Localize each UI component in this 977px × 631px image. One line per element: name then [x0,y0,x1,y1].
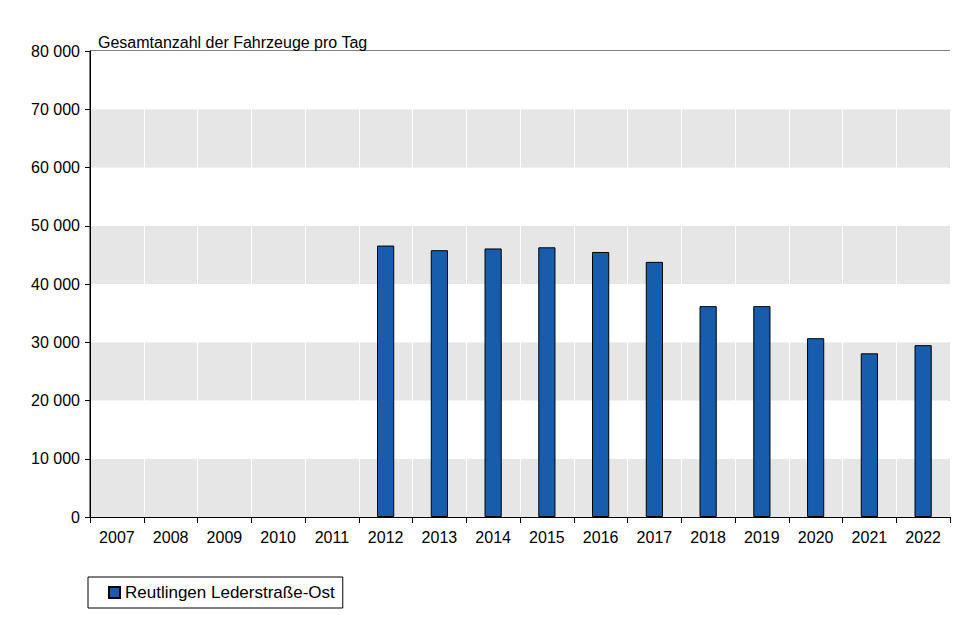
svg-text:2007: 2007 [99,529,135,546]
svg-text:Reutlingen Lederstraße-Ost: Reutlingen Lederstraße-Ost [125,583,335,602]
svg-text:80 000: 80 000 [31,43,80,60]
svg-text:2015: 2015 [529,529,565,546]
svg-text:60 000: 60 000 [31,159,80,176]
svg-text:2008: 2008 [153,529,189,546]
svg-text:2011: 2011 [315,529,350,546]
svg-text:2009: 2009 [207,529,243,546]
svg-text:2018: 2018 [690,529,726,546]
svg-text:2010: 2010 [260,529,296,546]
svg-text:2012: 2012 [368,529,404,546]
svg-text:2019: 2019 [744,529,780,546]
svg-text:0: 0 [71,509,80,526]
svg-text:Gesamtanzahl der Fahrzeuge pro: Gesamtanzahl der Fahrzeuge pro Tag [98,34,367,51]
svg-text:2013: 2013 [422,529,458,546]
svg-text:2017: 2017 [637,529,673,546]
svg-text:2022: 2022 [905,529,941,546]
svg-text:20 000: 20 000 [31,392,80,409]
svg-text:30 000: 30 000 [31,334,80,351]
svg-text:2016: 2016 [583,529,619,546]
svg-text:40 000: 40 000 [31,276,80,293]
svg-text:50 000: 50 000 [31,217,80,234]
svg-text:2021: 2021 [852,529,888,546]
svg-text:70 000: 70 000 [31,101,80,118]
svg-text:2020: 2020 [798,529,834,546]
svg-text:2014: 2014 [475,529,511,546]
svg-text:10 000: 10 000 [31,450,80,467]
